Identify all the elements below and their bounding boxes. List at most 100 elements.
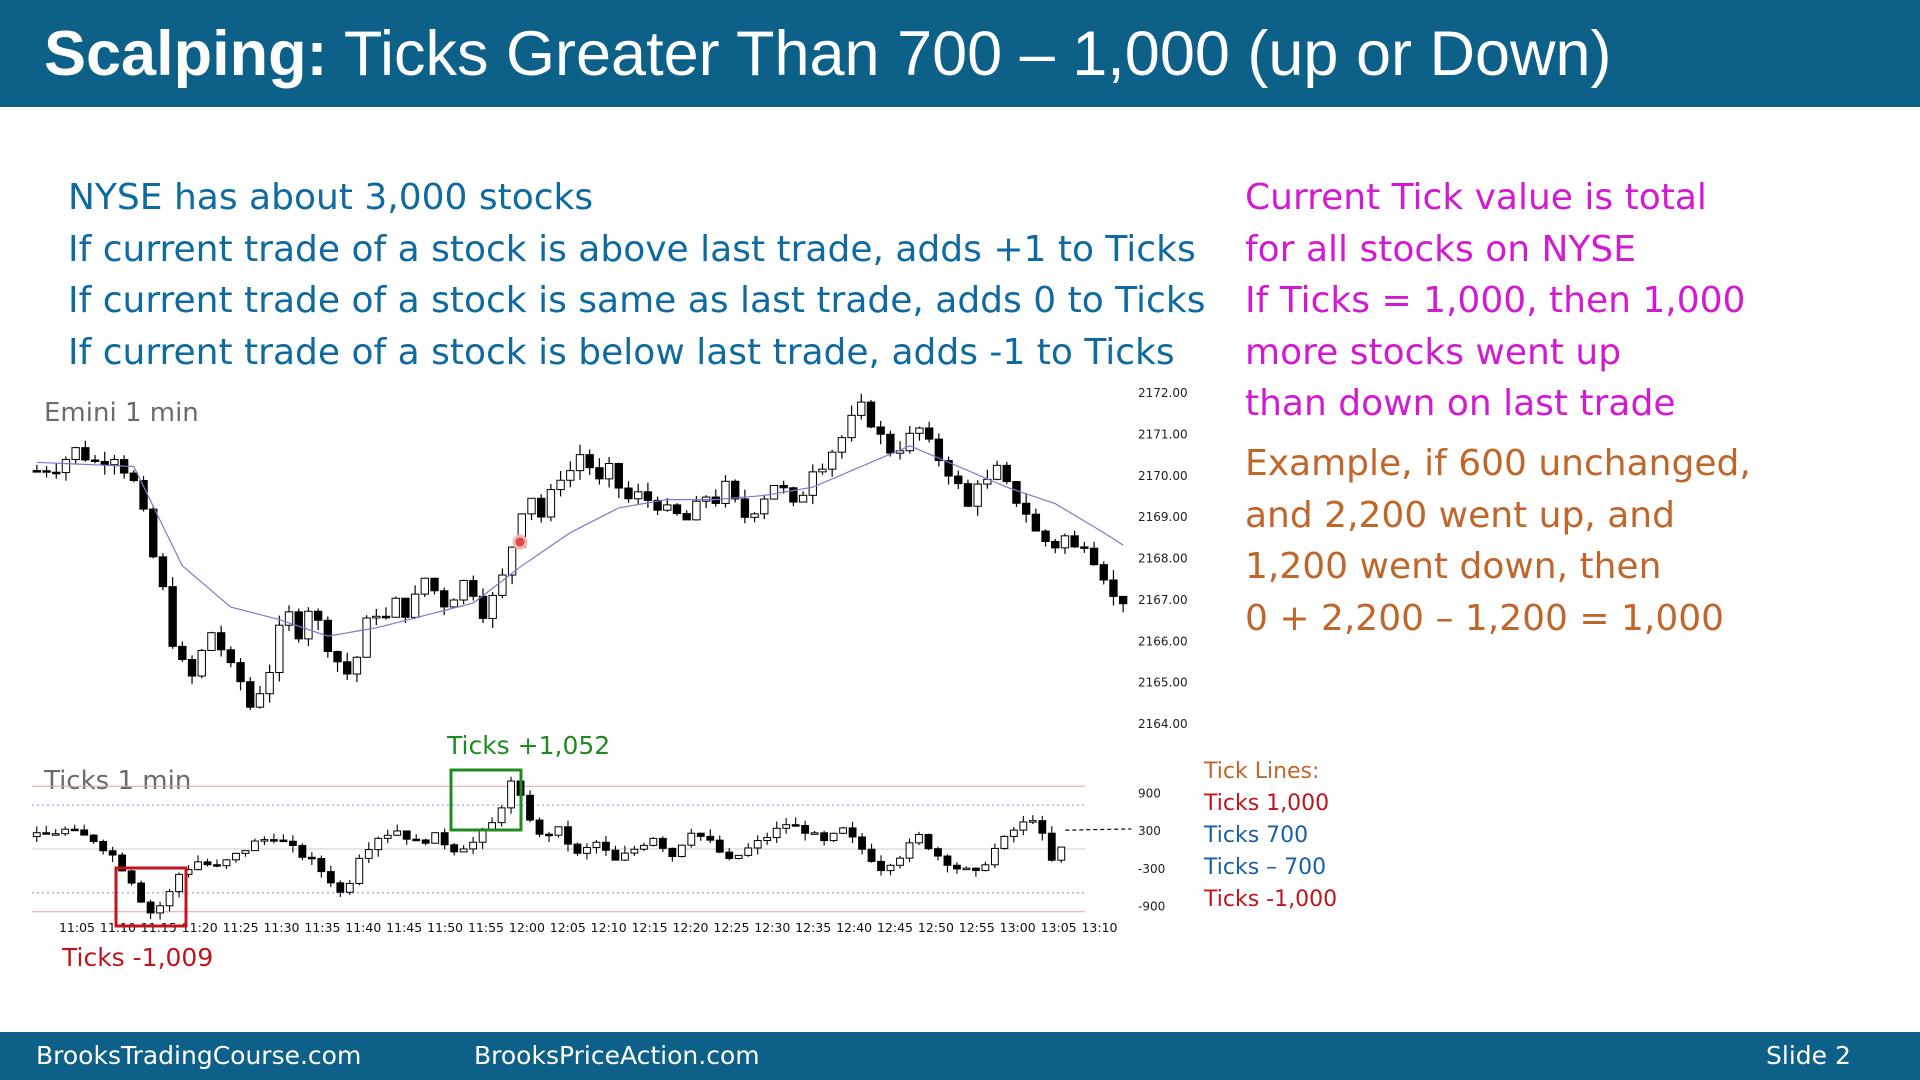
time-axis-tick-label: 12:40 xyxy=(836,920,872,935)
ticks-low-box xyxy=(114,866,188,928)
price-candle-body xyxy=(313,610,323,621)
ticks-candle-body xyxy=(858,836,866,850)
price-candle-body xyxy=(915,427,924,434)
time-axis-tick-label: 12:05 xyxy=(550,920,586,935)
price-candle-body xyxy=(90,459,100,462)
ticks-low-label: Ticks -1,009 xyxy=(61,943,213,972)
price-candle-body xyxy=(100,460,109,466)
ticks-candle-body xyxy=(649,837,658,846)
footer-link-brooks-trading-course[interactable]: BrooksTradingCourse.com xyxy=(36,1041,362,1070)
ticks-candle-body xyxy=(896,857,904,866)
ticks-candle-body xyxy=(383,834,392,839)
ticks-candle-body xyxy=(1038,820,1047,834)
price-candle-body xyxy=(537,497,546,518)
price-candle-body xyxy=(507,546,517,576)
ticks-candle-body xyxy=(469,841,478,850)
time-axis-tick-label: 12:35 xyxy=(795,920,831,935)
price-candle-body xyxy=(769,484,779,500)
ticks-high-label: Ticks +1,052 xyxy=(446,731,610,760)
price-candle-body xyxy=(236,662,245,683)
ticks-candle-body xyxy=(165,891,174,907)
ticks-candle-body xyxy=(545,833,553,837)
nyse-explanation: NYSE has about 3,000 stocks If current t… xyxy=(68,172,1205,378)
price-candle-body xyxy=(469,580,478,597)
ticks-candle-body xyxy=(194,861,202,871)
ticks-candle-body xyxy=(602,841,610,851)
price-candle-body xyxy=(32,470,42,473)
price-candle-body xyxy=(1060,535,1070,549)
ticks-candle-body xyxy=(791,824,800,827)
price-candle-body xyxy=(827,451,837,470)
price-candle-body xyxy=(333,651,342,663)
ticks-candle-body xyxy=(89,834,98,843)
ticks-candle-body xyxy=(573,843,582,854)
time-axis-tick-label: 13:05 xyxy=(1041,920,1077,935)
footer-link-brooks-price-action[interactable]: BrooksPriceAction.com xyxy=(474,1041,760,1070)
ticks-candle-body xyxy=(175,873,183,893)
legend-item-ticks-700: Ticks 700 xyxy=(1204,823,1309,848)
slide-number: Slide 2 xyxy=(1766,1041,1851,1070)
price-candle-body xyxy=(857,401,866,416)
price-candle-body xyxy=(226,649,236,664)
ticks-axis-tick-label: -900 xyxy=(1138,899,1165,913)
ticks-candle-body xyxy=(820,832,829,842)
price-candle-body xyxy=(682,513,691,521)
time-axis-tick-label: 12:25 xyxy=(713,920,749,935)
ticks-candle-body xyxy=(80,829,89,836)
ticks-chart-title: Ticks 1 min xyxy=(44,766,192,796)
price-candle-body xyxy=(750,513,759,518)
example-line: 0 + 2,200 – 1,200 = 1,000 xyxy=(1245,597,1725,639)
cursor-marker xyxy=(512,534,528,550)
ticks-candle-body xyxy=(753,840,762,849)
price-candle-body xyxy=(624,487,633,500)
ticks-candle-body xyxy=(1019,821,1028,831)
tick-value-line: more stocks went up xyxy=(1245,331,1622,373)
price-candle-body xyxy=(410,593,420,618)
price-candle-body xyxy=(973,483,982,507)
price-candle-body xyxy=(934,438,944,462)
price-candle-body xyxy=(304,610,313,640)
price-candle-body xyxy=(110,459,119,466)
price-candle-body xyxy=(381,615,391,619)
ticks-candle-body xyxy=(317,857,326,873)
ticks-high-box xyxy=(449,768,523,832)
price-candle-body xyxy=(585,454,594,469)
price-candle-body xyxy=(420,577,429,595)
ticks-candle-body xyxy=(260,839,269,842)
price-candle-body xyxy=(178,645,187,661)
price-candle-body xyxy=(42,470,51,473)
price-candle-body xyxy=(478,595,488,619)
time-axis-tick-label: 12:50 xyxy=(918,920,954,935)
ticks-candle-body xyxy=(658,837,667,849)
price-axis-tick-label: 2171.00 xyxy=(1138,427,1188,441)
ticks-candle-body xyxy=(478,829,487,843)
ticks-candle-body xyxy=(70,828,79,832)
price-candle-body xyxy=(672,504,682,515)
tick-value-explanation: Current Tick value is total for all stoc… xyxy=(1245,172,1745,430)
ticks-candle-body xyxy=(677,844,686,857)
price-candle-body xyxy=(168,586,177,647)
ticks-candle-body xyxy=(222,859,231,867)
example-line: and 2,200 went up, and xyxy=(1245,494,1675,536)
price-axis-tick-label: 2169.00 xyxy=(1138,510,1188,524)
price-axis-tick-label: 2172.00 xyxy=(1138,386,1188,400)
ticks-candle-body xyxy=(971,867,980,872)
ticks-candle-body xyxy=(763,837,772,842)
emini-chart-title: Emini 1 min xyxy=(44,398,199,428)
time-axis-tick-label: 11:50 xyxy=(427,920,463,935)
time-axis-tick-label: 12:55 xyxy=(959,920,995,935)
price-moving-average-line xyxy=(36,445,1124,637)
price-candle-body xyxy=(352,656,362,675)
price-candle-body xyxy=(1080,546,1089,549)
time-axis-tick-label: 12:10 xyxy=(591,920,627,935)
ticks-candle-body xyxy=(374,837,383,851)
ticks-candle-body xyxy=(943,855,952,866)
price-candle-body xyxy=(740,498,750,518)
slide-title-rest: Ticks Greater Than 700 – 1,000 (up or Do… xyxy=(327,19,1612,89)
ticks-candle-body xyxy=(535,819,544,835)
price-axis-tick-label: 2170.00 xyxy=(1138,469,1188,483)
ticks-candle-body xyxy=(734,854,743,859)
ticks-candle-body xyxy=(421,839,430,844)
price-candle-body xyxy=(207,632,216,651)
price-candle-body xyxy=(401,597,410,618)
